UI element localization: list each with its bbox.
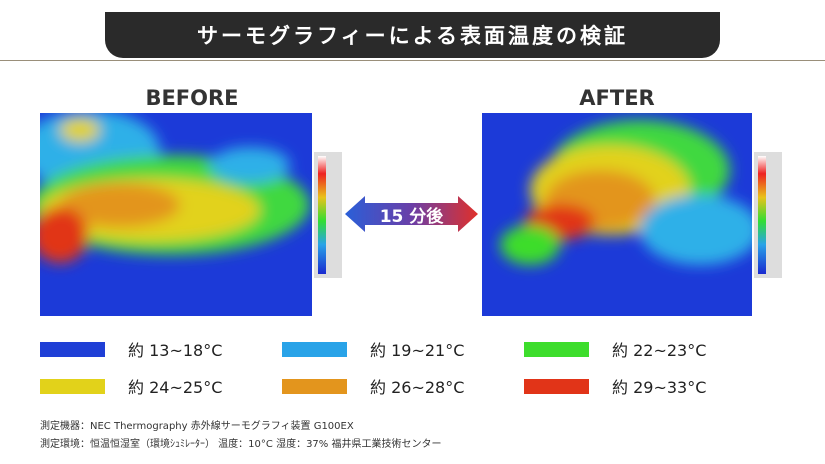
legend-item: 約 13~18°C: [40, 337, 222, 361]
arrow: [345, 196, 478, 232]
arrow-label-text: 15 分後: [379, 207, 444, 227]
legend-swatch: [524, 341, 589, 357]
legend-label: 約 19~21°C: [370, 341, 465, 360]
legend-item: 約 22~23°C: [524, 337, 706, 361]
legend-label: 約 13~18°C: [128, 341, 223, 360]
legend-swatch: [40, 378, 105, 394]
scale-gradient: [758, 156, 766, 274]
title-banner: サーモグラフィーによる表面温度の検証: [105, 12, 720, 58]
legend-swatch: [40, 341, 105, 357]
note: 測定環境：恒温恒湿室（環境ｼｭﾐﾚｰﾀｰ） 温度：10°C 湿度：37% 福井県…: [40, 439, 442, 450]
arrow-label: 15 分後: [345, 196, 478, 233]
scale-gradient: [318, 156, 326, 274]
divider: [0, 60, 825, 61]
legend-label: 約 29~33°C: [612, 378, 707, 397]
panel-label: AFTER: [579, 86, 655, 110]
legend-label: 約 22~23°C: [612, 341, 707, 360]
legend-item: 約 26~28°C: [282, 374, 464, 398]
before-image: [40, 113, 312, 316]
title: サーモグラフィーによる表面温度の検証: [197, 24, 628, 48]
legend-swatch: [524, 378, 589, 394]
thermal-images: [40, 113, 782, 316]
legend-item: 約 29~33°C: [524, 374, 706, 398]
note: 測定機器：NEC Thermography 赤外線サーモグラフィ装置 G100E…: [40, 421, 354, 432]
legend-swatch: [282, 341, 347, 357]
legend-label: 約 24~25°C: [128, 378, 223, 397]
legend-item: 約 24~25°C: [40, 374, 222, 398]
panel-label: BEFORE: [145, 86, 239, 110]
legend-item: 約 19~21°C: [282, 337, 464, 361]
after-image: [482, 113, 752, 316]
legend-label: 約 26~28°C: [370, 378, 465, 397]
legend-swatch: [282, 378, 347, 394]
